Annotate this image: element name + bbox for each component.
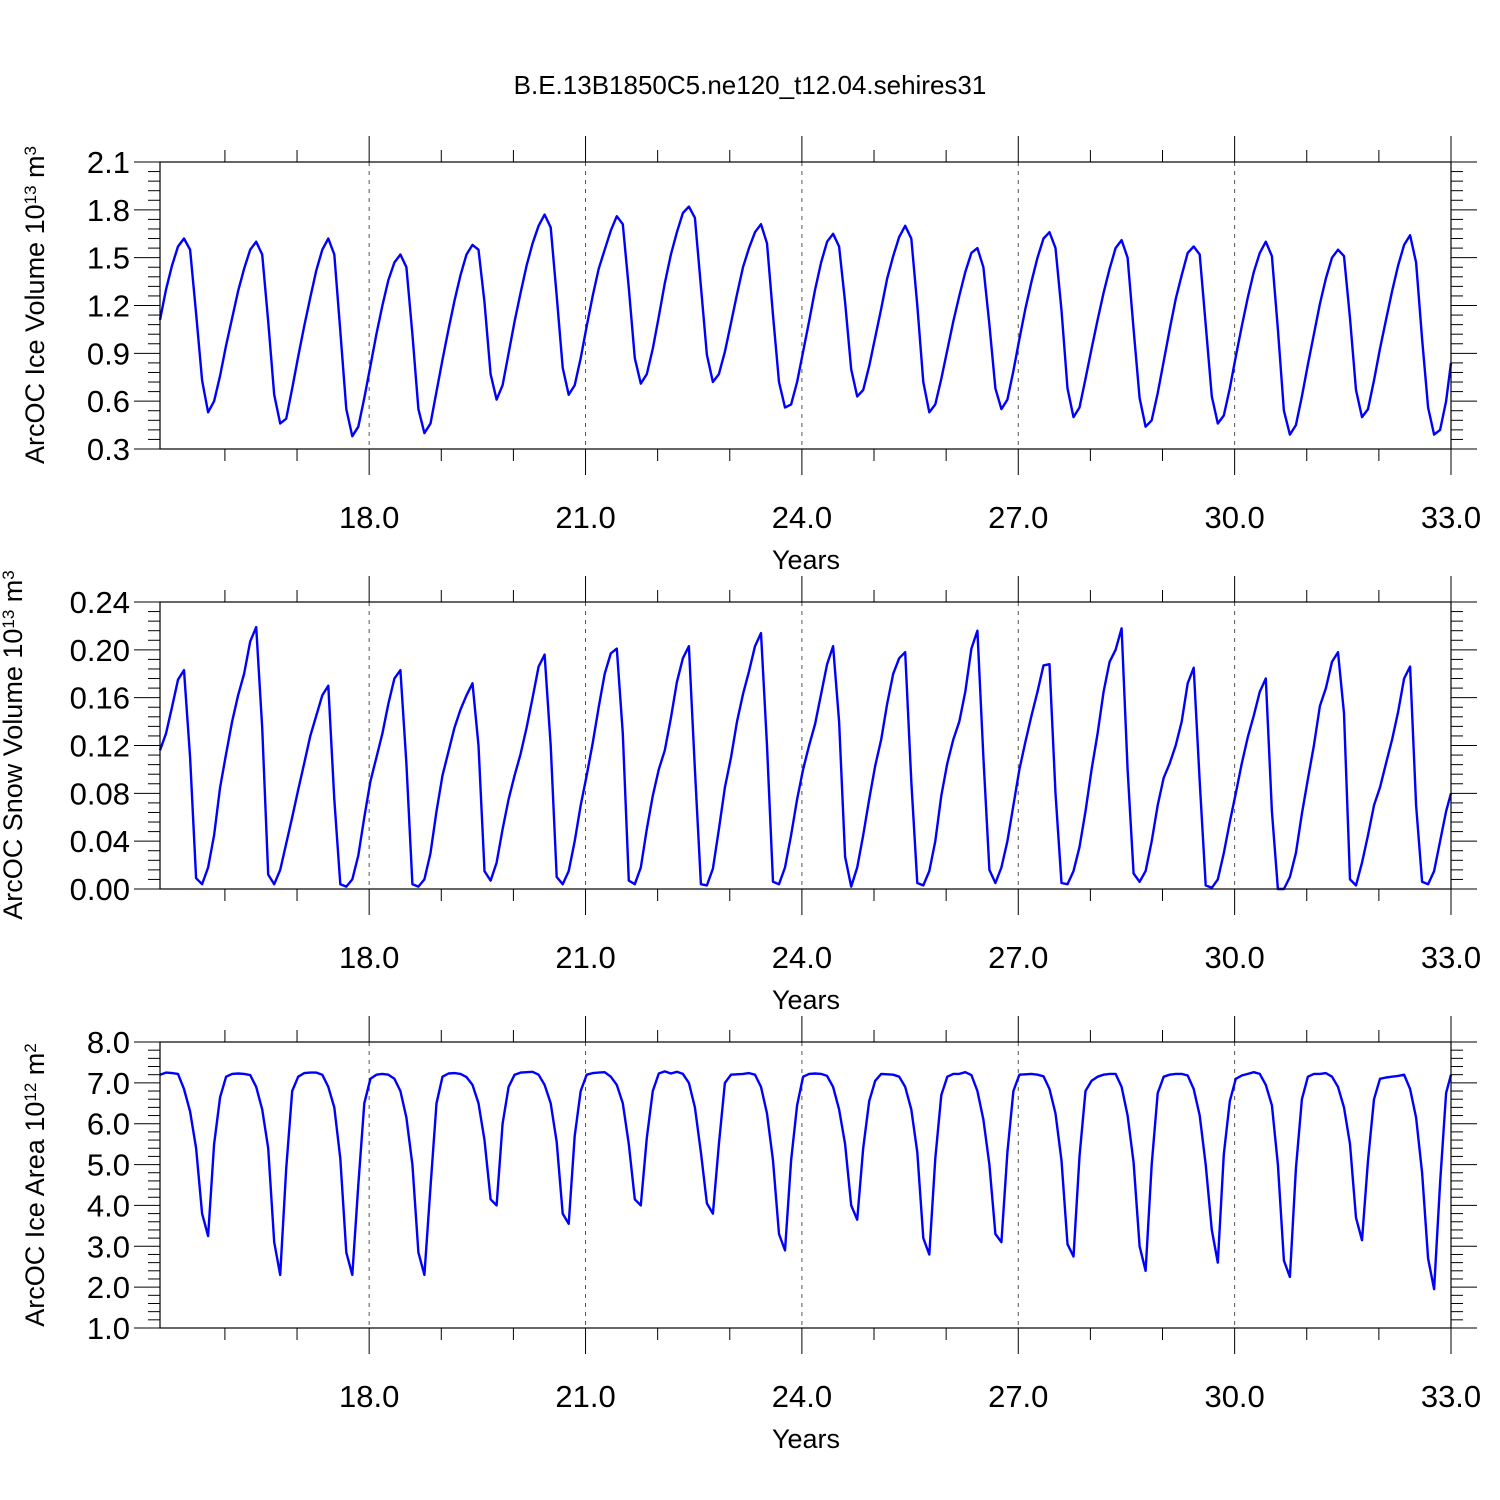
plot-frame <box>159 1041 1452 1329</box>
x-tick-label: 21.0 <box>555 940 615 975</box>
series-line <box>159 1070 1453 1291</box>
x-tick-label: 27.0 <box>988 1379 1048 1414</box>
series-line <box>158 625 1453 891</box>
y-tick-label: 2.1 <box>87 145 130 180</box>
y-tick-label: 1.0 <box>87 1311 130 1346</box>
y-axis-label: ArcOC Ice Volume 1013 m3 <box>20 146 50 464</box>
y-axis-label-part: ArcOC Snow Volume 10 <box>0 629 28 920</box>
x-tick-label: 33.0 <box>1421 1379 1481 1414</box>
y-tick-label: 1.2 <box>87 289 130 324</box>
x-tick-label: 27.0 <box>988 500 1048 535</box>
y-axis-label-part: 13 <box>21 185 40 204</box>
plot-frame <box>159 161 1452 450</box>
x-tick-label: 18.0 <box>339 1379 399 1414</box>
y-tick-label: 1.8 <box>87 193 130 228</box>
y-axis-label: ArcOC Snow Volume 1013 m3 <box>0 570 28 920</box>
x-tick-label: 27.0 <box>988 940 1048 975</box>
y-tick-label: 0.9 <box>87 336 130 371</box>
y-tick-label: 0.04 <box>70 824 130 859</box>
x-tick-label: 30.0 <box>1204 940 1264 975</box>
y-tick-label: 0.08 <box>70 776 130 811</box>
y-tick-label: 0.24 <box>70 585 130 620</box>
ice-volume-panel: 0.3 0.6 0.9 1.2 1.5 1.8 2.1 18.0 21.0 24.0 27.0 30.… <box>20 136 1481 575</box>
plot-frame <box>159 601 1452 890</box>
y-axis-label-part: 3 <box>0 570 18 579</box>
y-tick-label: 4.0 <box>87 1188 130 1223</box>
chart-title: B.E.13B1850C5.ne120_t12.04.sehires31 <box>514 70 987 100</box>
x-tick-label: 33.0 <box>1421 500 1481 535</box>
y-tick-label: 1.5 <box>87 241 130 276</box>
x-tick-label: 18.0 <box>339 940 399 975</box>
y-axis-label-part: m <box>20 1053 50 1083</box>
x-axis-label: Years <box>772 985 840 1015</box>
x-axis-label: Years <box>772 545 840 575</box>
snow-volume-panel: 0.00 0.04 0.08 0.12 0.16 0.20 0.24 18.0 21.0 24.0… <box>0 570 1481 1015</box>
x-tick-label: 24.0 <box>772 500 832 535</box>
y-axis-label-part: 2 <box>21 1043 40 1052</box>
x-tick-label: 21.0 <box>555 1379 615 1414</box>
y-tick-label: 0.3 <box>87 432 130 467</box>
y-tick-label: 5.0 <box>87 1148 130 1183</box>
x-tick-label: 30.0 <box>1204 1379 1264 1414</box>
y-axis-label-part: 13 <box>0 610 18 629</box>
series-line <box>158 205 1453 438</box>
y-axis-label-part: m <box>0 580 28 610</box>
x-tick-label: 24.0 <box>772 940 832 975</box>
ice-area-panel: 1.0 2.0 3.0 4.0 5.0 6.0 7.0 8.0 18.0 21.0 24.0 27.0… <box>20 1016 1481 1454</box>
x-tick-label: 18.0 <box>339 500 399 535</box>
y-tick-label: 8.0 <box>87 1025 130 1060</box>
y-axis-label-part: m <box>20 155 50 185</box>
y-tick-label: 0.6 <box>87 384 130 419</box>
x-tick-label: 21.0 <box>555 500 615 535</box>
y-tick-label: 0.12 <box>70 729 130 764</box>
y-axis-label-part: 12 <box>21 1083 40 1102</box>
y-tick-label: 6.0 <box>87 1107 130 1142</box>
y-axis-label-part: ArcOC Ice Area 10 <box>20 1102 50 1327</box>
y-tick-label: 3.0 <box>87 1229 130 1264</box>
y-tick-label: 0.16 <box>70 681 130 716</box>
y-tick-label: 0.20 <box>70 633 130 668</box>
x-tick-label: 24.0 <box>772 1379 832 1414</box>
y-axis-label-part: 3 <box>21 146 40 155</box>
y-tick-label: 7.0 <box>87 1066 130 1101</box>
y-tick-label: 2.0 <box>87 1270 130 1305</box>
y-axis-label-part: ArcOC Ice Volume 10 <box>20 204 50 464</box>
y-axis-label: ArcOC Ice Area 1012 m2 <box>20 1043 50 1327</box>
x-tick-label: 30.0 <box>1204 500 1264 535</box>
x-tick-label: 33.0 <box>1421 940 1481 975</box>
x-axis-label: Years <box>772 1424 840 1454</box>
y-tick-label: 0.00 <box>70 872 130 907</box>
